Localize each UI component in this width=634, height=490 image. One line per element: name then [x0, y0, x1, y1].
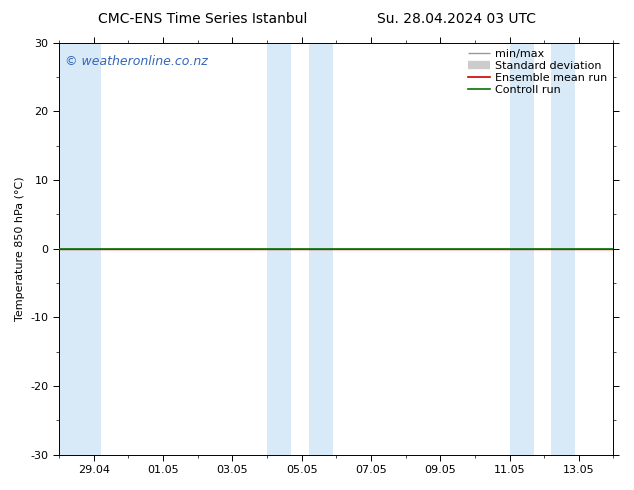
Bar	[510, 43, 534, 455]
Text: © weatheronline.co.nz: © weatheronline.co.nz	[65, 55, 207, 68]
Text: Su. 28.04.2024 03 UTC: Su. 28.04.2024 03 UTC	[377, 12, 536, 26]
Y-axis label: Temperature 850 hPa (°C): Temperature 850 hPa (°C)	[15, 176, 25, 321]
Legend: min/max, Standard deviation, Ensemble mean run, Controll run: min/max, Standard deviation, Ensemble me…	[465, 46, 610, 98]
Bar	[267, 43, 291, 455]
Bar	[551, 43, 575, 455]
Bar	[309, 43, 333, 455]
Bar	[59, 43, 101, 455]
Text: CMC-ENS Time Series Istanbul: CMC-ENS Time Series Istanbul	[98, 12, 307, 26]
